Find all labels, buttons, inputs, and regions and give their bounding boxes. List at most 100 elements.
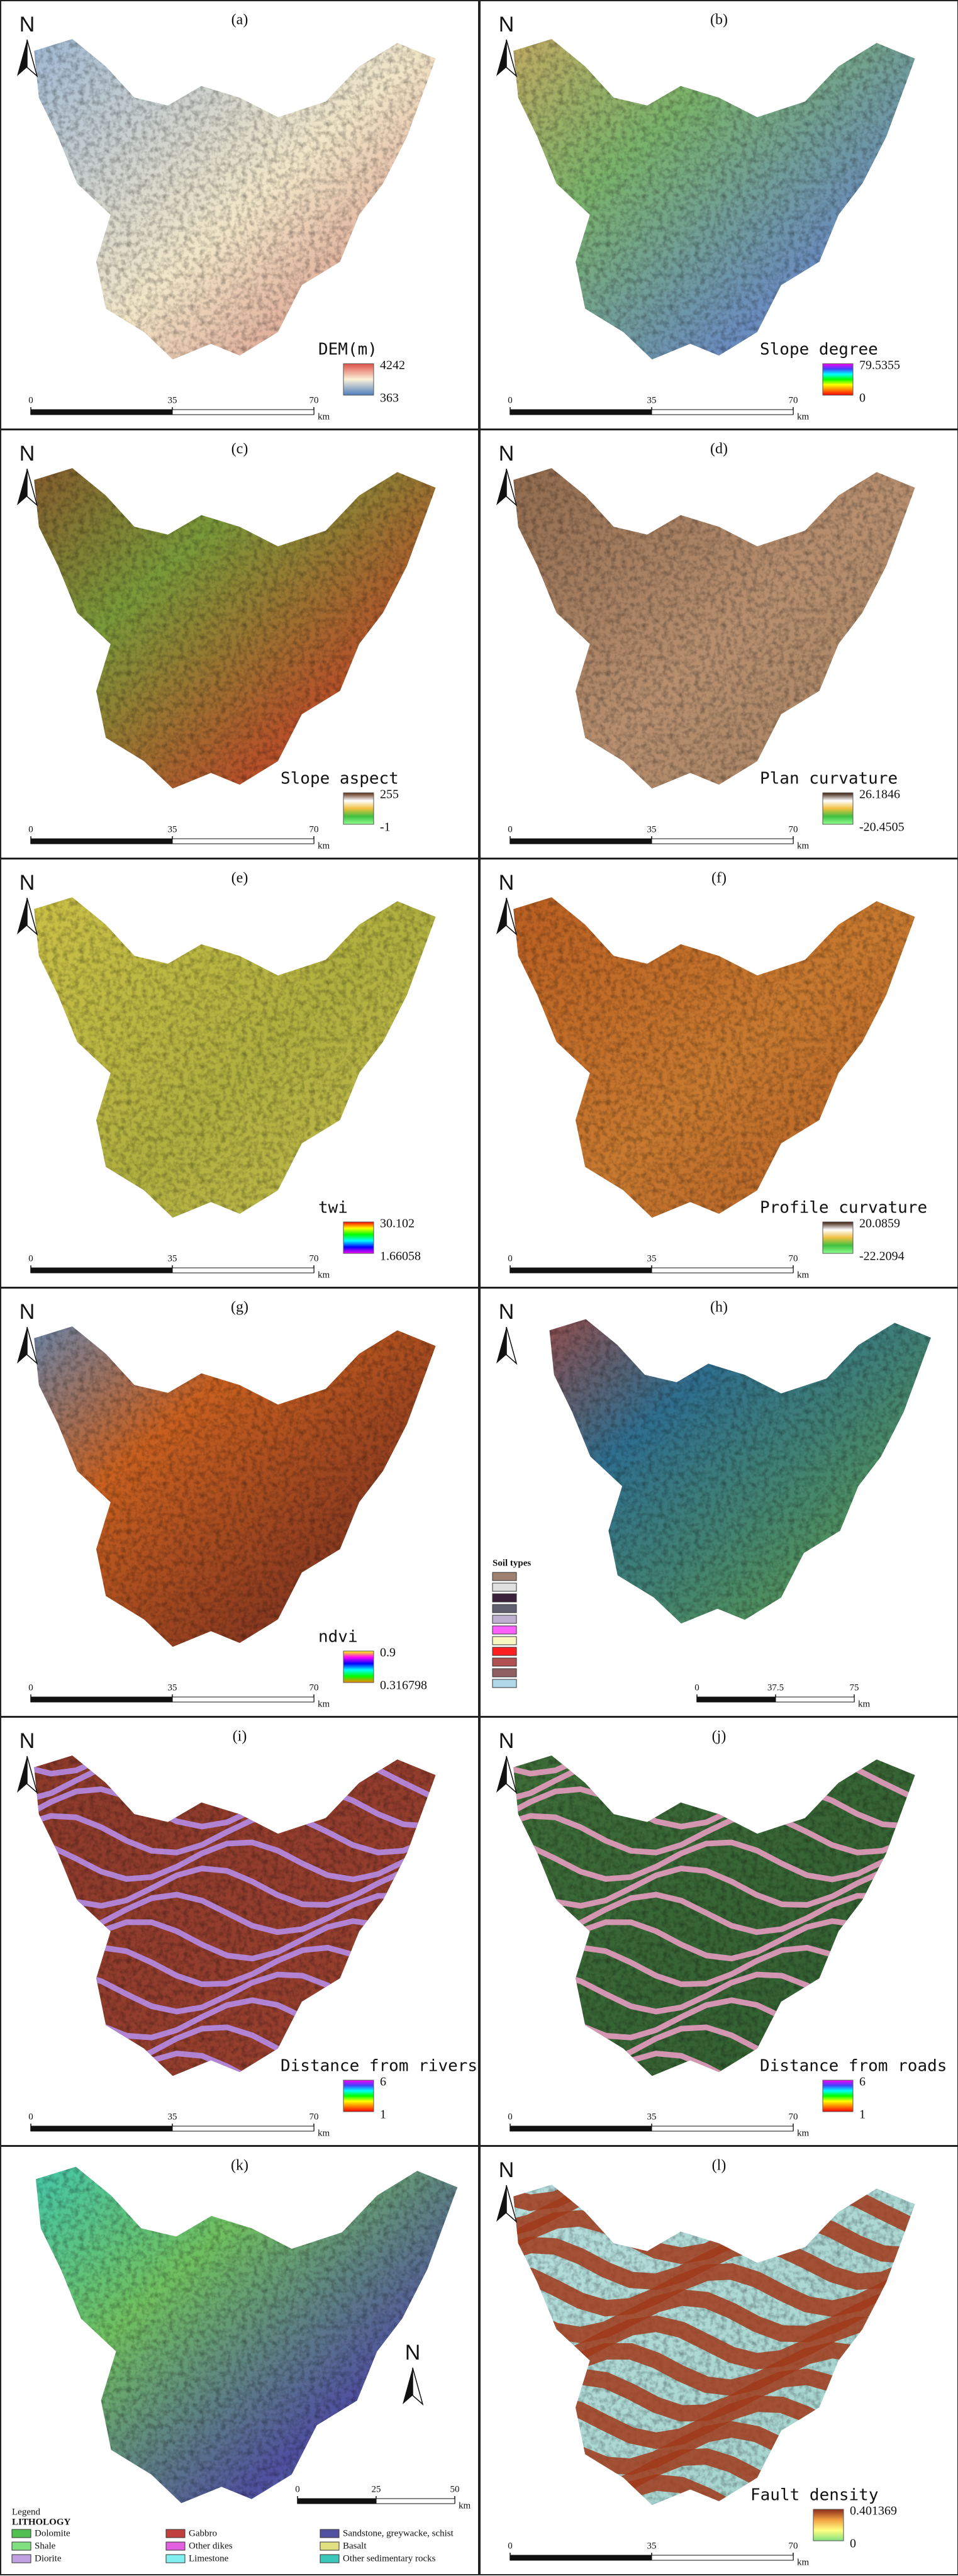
legend-max: 6	[380, 2075, 386, 2089]
north-arrow	[496, 1756, 506, 1793]
legend-swatch	[492, 1615, 517, 1624]
north-arrow	[506, 1756, 518, 1795]
scale-segment	[172, 838, 315, 844]
panel-label: (l)	[712, 2158, 727, 2174]
legend-title: twi	[318, 1199, 348, 1218]
map-line	[513, 1839, 915, 1883]
legend-title: Slope degree	[760, 340, 878, 359]
legend-min: -20.4505	[859, 820, 905, 834]
scale-label: 35	[647, 824, 657, 834]
scale-label: 0	[508, 2541, 513, 2551]
north-label: N	[19, 871, 35, 895]
north-label: N	[499, 871, 515, 895]
north-label: N	[405, 2341, 421, 2365]
north-label: N	[19, 13, 35, 36]
north-arrow	[496, 1327, 506, 1364]
scale-unit: km	[318, 2128, 330, 2138]
legend-title: Soil types	[493, 1558, 531, 1568]
legend-min: 1	[859, 2108, 866, 2122]
scale-label: 70	[309, 2112, 319, 2122]
panel-label: (a)	[231, 12, 248, 28]
north-arrow	[17, 1756, 27, 1793]
scale-unit: km	[858, 1699, 871, 1709]
legend-max: 6	[859, 2075, 866, 2089]
legend-subtitle: LITHOLOGY	[12, 2517, 71, 2527]
legend-item: Gabbro	[189, 2528, 217, 2538]
legend-item: Shale	[35, 2541, 56, 2551]
legend-item: Sandstone, greywacke, schist	[343, 2528, 454, 2538]
legend-min: 0	[859, 391, 866, 405]
legend-ramp	[822, 1221, 854, 1254]
north-arrow	[17, 469, 27, 505]
scale-label: 50	[450, 2484, 460, 2494]
scale-label: 0	[28, 1253, 33, 1263]
legend-swatch	[165, 2529, 186, 2538]
legend-swatch	[492, 1657, 517, 1667]
legend-item: Diorite	[35, 2553, 62, 2563]
legend-title: Profile curvature	[760, 1199, 927, 1218]
legend-swatch	[320, 2541, 340, 2551]
legend-min: -1	[380, 820, 391, 834]
legend-ramp	[343, 363, 374, 396]
scale-unit: km	[318, 1699, 330, 1709]
scale-segment	[30, 409, 173, 415]
scale-unit: km	[318, 1270, 330, 1280]
legend-title: DEM(m)	[318, 340, 377, 359]
map-line	[34, 1839, 436, 1883]
legend-swatch	[492, 1668, 517, 1677]
scale-segment	[172, 1267, 315, 1274]
scale-segment	[30, 1267, 173, 1274]
legend-swatch	[492, 1604, 517, 1613]
scale-label: 0	[28, 395, 33, 405]
legend-swatch	[492, 1625, 517, 1635]
legend-swatch	[165, 2554, 186, 2563]
scale-unit: km	[797, 412, 810, 422]
scale-segment	[510, 838, 652, 844]
panel-label: (f)	[711, 870, 727, 887]
legend-swatch	[492, 1582, 517, 1592]
legend-swatch	[492, 1679, 517, 1688]
scale-segment	[30, 2125, 173, 2132]
scale-label: 35	[647, 1253, 657, 1263]
map-line	[513, 2262, 915, 2317]
scale-label: 0	[508, 395, 513, 405]
scale-label: 37.5	[767, 1683, 784, 1693]
legend-title: Distance from rivers	[281, 2057, 477, 2076]
north-arrow	[496, 40, 506, 76]
scale-segment	[297, 2498, 377, 2504]
legend-title: ndvi	[318, 1628, 358, 1647]
legend-min: 1.66058	[380, 1250, 421, 1263]
scale-segment	[510, 2555, 652, 2561]
scale-segment	[510, 2125, 652, 2132]
legend-min: 1	[380, 2108, 386, 2122]
legend-max: 0.401369	[850, 2504, 897, 2518]
scale-segment	[510, 409, 652, 415]
scale-label: 25	[372, 2484, 381, 2494]
legend-title: Distance from roads	[760, 2057, 947, 2076]
legend-min: 0.316798	[380, 1679, 427, 1693]
north-arrow	[506, 2185, 518, 2224]
legend-swatch	[320, 2554, 340, 2563]
legend-max: 0.9	[380, 1646, 396, 1660]
panel: (a) N 0 35 70 km DEM(m)4242 363	[0, 0, 479, 430]
scale-unit: km	[797, 2557, 810, 2567]
legend-min: 0	[850, 2537, 856, 2551]
scale-label: 70	[309, 1253, 319, 1263]
legend-item: Limestone	[189, 2553, 229, 2563]
legend-title: Fault density	[750, 2486, 879, 2505]
scale-label: 0	[508, 2112, 513, 2122]
scale-label: 0	[295, 2484, 300, 2494]
legend-max: 79.5355	[859, 359, 900, 372]
north-arrow	[496, 469, 506, 505]
scale-label: 35	[647, 2112, 657, 2122]
legend-swatch	[11, 2529, 31, 2538]
legend-max: 20.0859	[859, 1217, 900, 1231]
scale-label: 0	[508, 824, 513, 834]
legend-swatch	[492, 1593, 517, 1603]
panel-label: (k)	[231, 2158, 248, 2174]
